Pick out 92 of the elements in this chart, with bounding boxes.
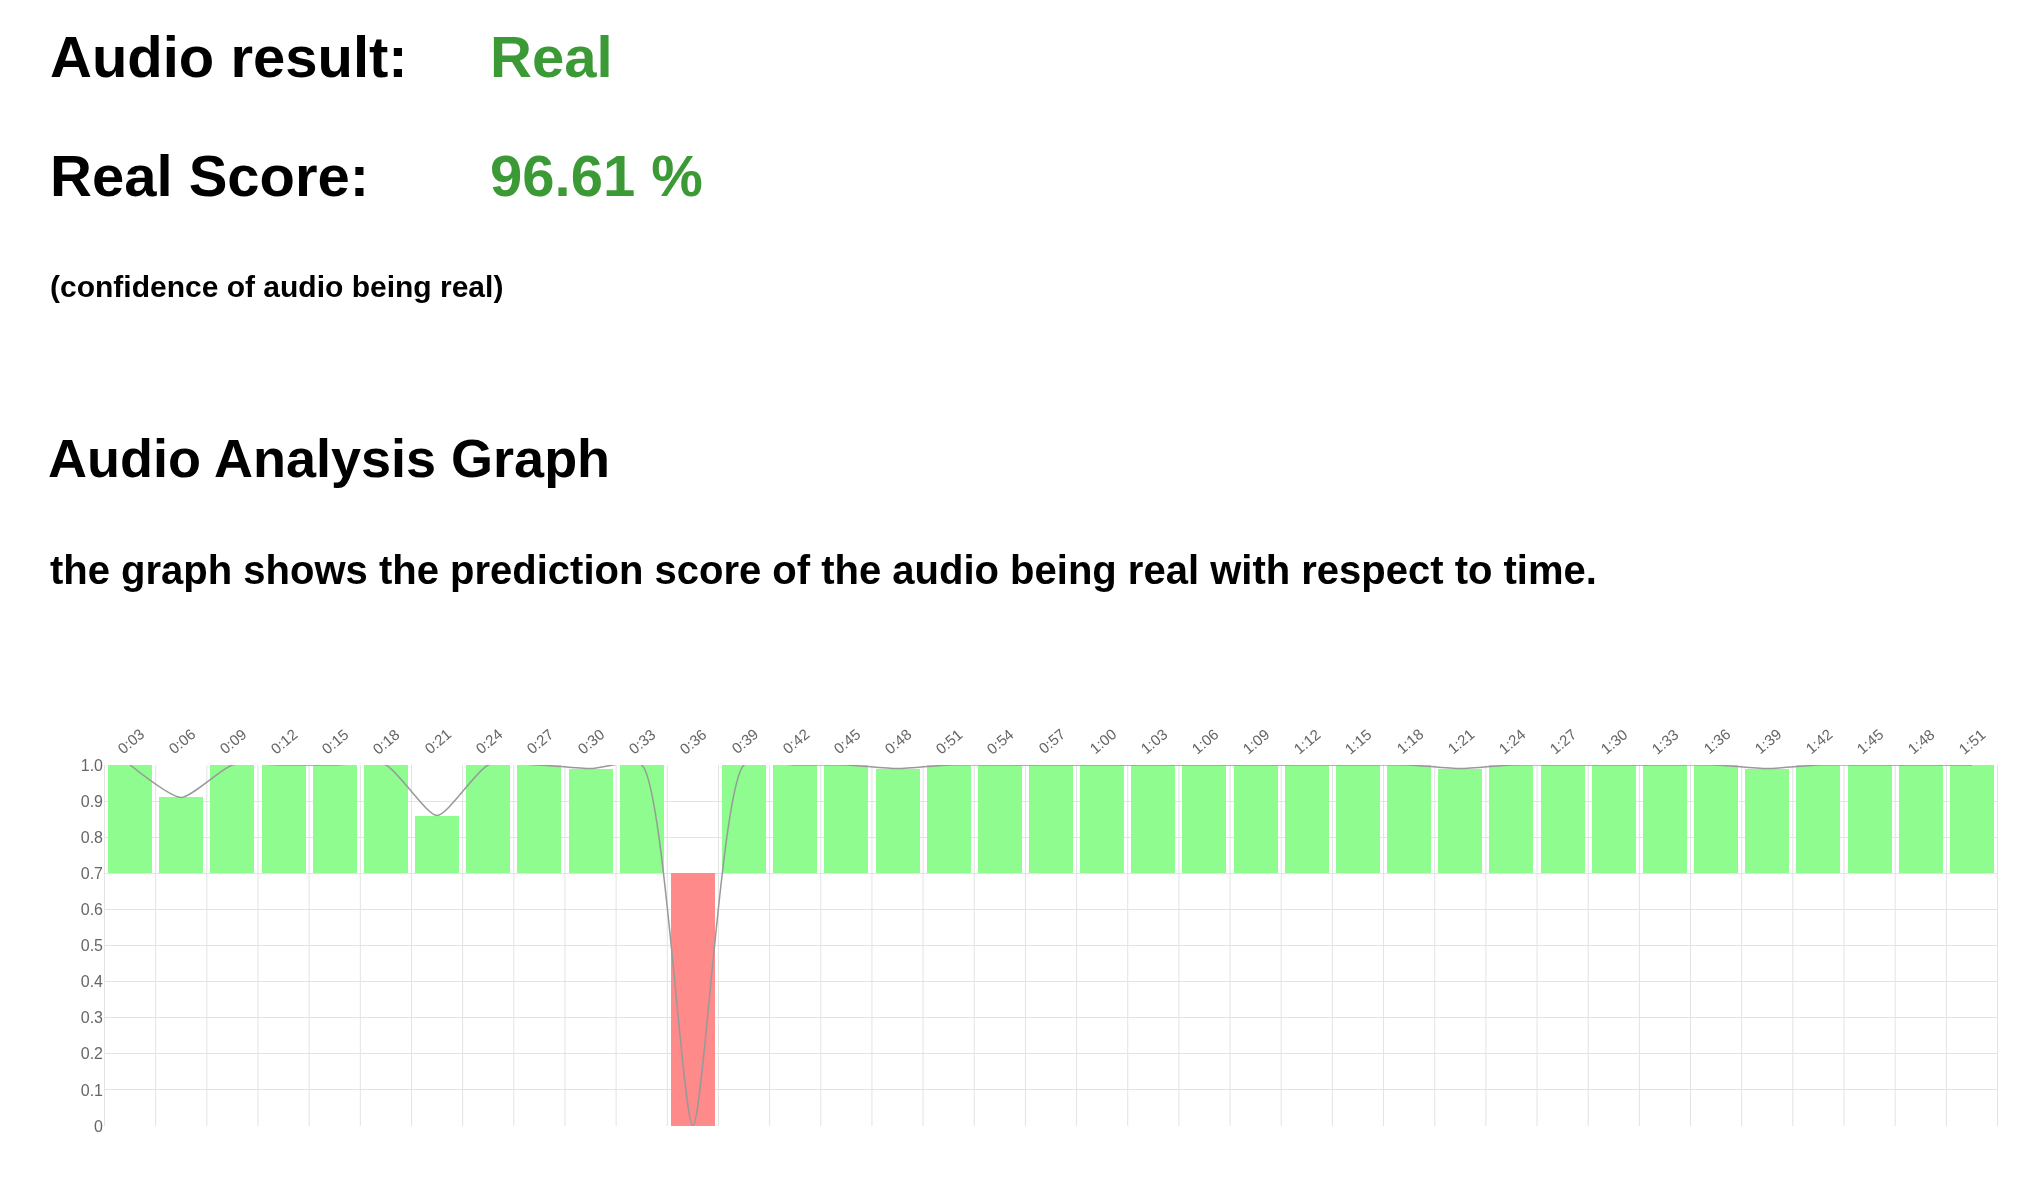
bar [1796,765,1840,873]
bar [1899,765,1943,873]
bar [262,765,306,873]
y-tick-label: 0 [94,1117,104,1135]
bar [927,765,971,873]
y-tick-label: 0.3 [80,1009,104,1027]
bar [1643,765,1687,873]
x-tick-label: 0:42 [779,725,813,758]
x-tick-label: 0:12 [267,725,301,758]
x-tick-label: 1:00 [1086,725,1120,757]
bar [1182,765,1226,873]
bar [1438,769,1482,873]
x-tick-label: 1:42 [1802,725,1836,758]
bar [1080,765,1124,873]
bar [517,765,561,873]
x-tick-label: 1:24 [1495,725,1529,758]
x-tick-label: 1:03 [1137,725,1171,758]
y-tick-label: 0.5 [80,937,104,955]
x-tick-label: 1:36 [1700,725,1734,757]
bar [1234,765,1278,873]
x-tick-label: 0:15 [318,725,352,758]
x-tick-label: 0:30 [574,725,608,758]
x-tick-label: 1:39 [1751,725,1785,758]
bar [159,797,203,873]
bar [1131,765,1175,873]
x-tick-label: 0:18 [369,725,403,758]
x-tick-label: 1:48 [1904,725,1938,758]
bar [1336,765,1380,873]
bar [1745,769,1789,873]
bar [1285,765,1329,873]
y-tick-label: 0.6 [80,901,104,918]
x-tick-label: 1:33 [1648,725,1682,758]
bar [1592,765,1636,873]
x-tick-label: 0:03 [114,725,148,757]
bar [1950,765,1994,873]
x-tick-label: 0:57 [1035,725,1069,757]
x-tick-label: 1:21 [1444,725,1478,758]
x-tick-label: 1:51 [1955,725,1989,758]
text: 96.61 % [490,143,703,208]
y-tick-label: 0.9 [80,792,104,810]
y-tick-label: 1.0 [80,756,104,774]
x-tick-label: 0:33 [625,725,659,758]
x-tick-label: 1:09 [1239,725,1273,758]
text: Audio result: [50,24,408,89]
x-tick-label: 0:27 [523,725,557,758]
x-tick-label: 1:27 [1546,725,1580,758]
x-tick-label: 1:18 [1393,725,1427,757]
bar [466,765,510,873]
x-tick-label: 0:24 [472,725,506,758]
bar [415,816,459,873]
y-tick-label: 0.8 [80,828,104,846]
y-tick-label: 0.7 [80,864,104,882]
x-tick-label: 0:51 [932,725,966,758]
x-tick-label: 0:06 [165,725,199,758]
line-series [129,765,1973,1126]
bar [1387,765,1431,873]
x-tick-label: 1:12 [1290,725,1324,758]
chart-title: Audio Analysis Graph [48,427,611,488]
bar [620,765,664,873]
bar [1489,765,1533,873]
x-tick-label: 0:39 [728,725,762,757]
bar [569,769,613,873]
bar [824,765,868,873]
y-tick-label: 0.2 [80,1045,104,1063]
bar [978,765,1022,873]
text: (confidence of audio being real) [50,270,504,303]
bar [1541,765,1585,873]
x-tick-label: 1:06 [1188,725,1222,758]
x-tick-label: 0:48 [881,725,915,758]
x-tick-label: 0:54 [983,725,1017,758]
x-tick-label: 0:36 [676,725,710,758]
bar [773,765,817,873]
x-tick-label: 0:45 [830,725,864,758]
x-tick-label: 0:09 [216,725,250,758]
bar [364,765,408,873]
bar [108,765,152,873]
bar [1029,765,1073,873]
bar [876,769,920,873]
bar [671,873,715,1126]
x-tick-label: 1:45 [1853,725,1887,758]
x-tick-label: 1:30 [1597,725,1631,758]
y-tick-label: 0.1 [80,1081,104,1099]
text: Real Score: [50,143,370,208]
text: Real [490,24,613,89]
y-tick-label: 0.4 [80,973,104,991]
bar [210,765,254,873]
bar [722,765,766,873]
bar [1848,765,1892,873]
bar [1694,765,1738,873]
bar [313,765,357,873]
chart-subtitle: the graph shows the prediction score of the audio being real with respect to time. [50,548,1597,592]
x-tick-label: 0:21 [421,725,455,757]
